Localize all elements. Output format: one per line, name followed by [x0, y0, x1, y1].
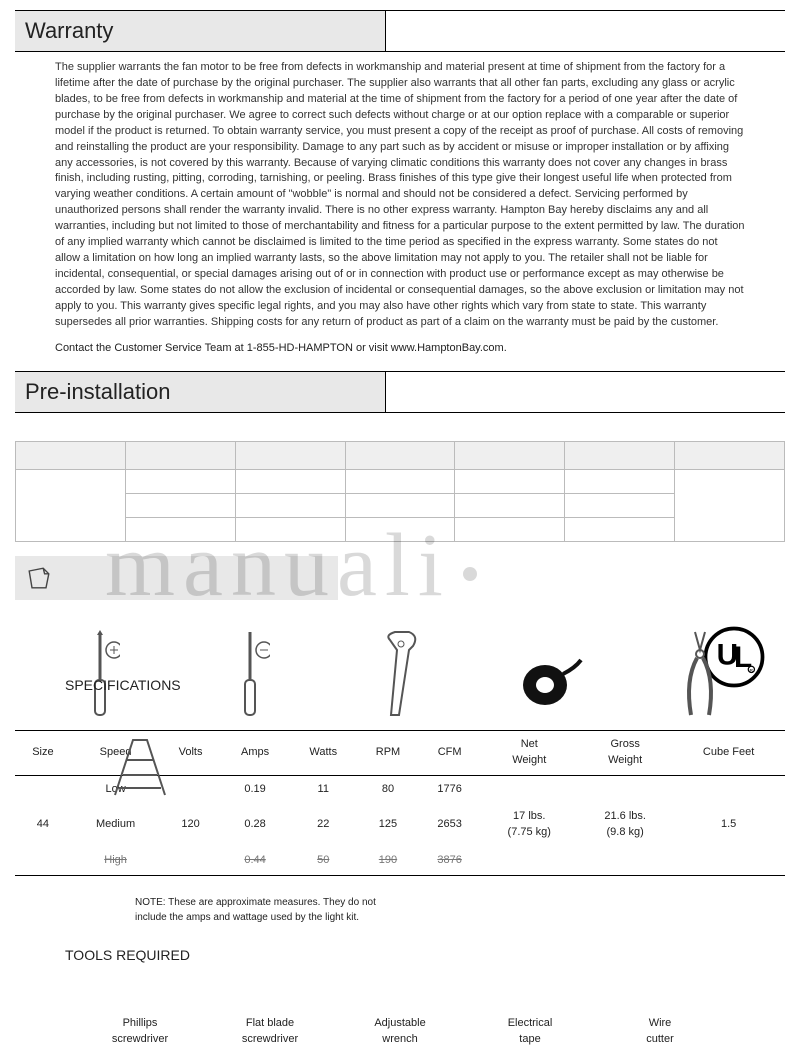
preinstall-header: Pre-installation	[15, 371, 785, 413]
spec-col: RPM	[357, 730, 419, 775]
spec-col: NetWeight	[480, 730, 578, 775]
tool-label: Adjustablewrench	[355, 1016, 445, 1048]
tool-label: Flat bladescrewdriver	[225, 1016, 315, 1048]
spec-col: GrossWeight	[578, 730, 672, 775]
pliers-icon	[660, 630, 740, 720]
warranty-header: Warranty	[15, 10, 785, 52]
spec-row: 44Medium1200.2822125265317 lbs.(7.75 kg)…	[15, 803, 785, 847]
icons-block: SPECIFICATIONS	[15, 630, 785, 720]
tool-labels-row: Phillipsscrewdriver Flat bladescrewdriver…	[75, 1016, 725, 1048]
note-box	[15, 556, 338, 600]
tool-label: Phillipsscrewdriver	[95, 1016, 185, 1048]
flatblade-screwdriver-icon	[210, 630, 290, 720]
note-text: NOTE: These are approximate measures. Th…	[135, 896, 395, 925]
contact-line: Contact the Customer Service Team at 1-8…	[55, 341, 745, 357]
wrench-icon	[360, 630, 440, 720]
spec-col: Cube Feet	[672, 730, 785, 775]
tape-icon	[510, 630, 590, 720]
spec-col: Watts	[289, 730, 357, 775]
tool-label: Wirecutter	[615, 1016, 705, 1048]
spec-col: CFM	[419, 730, 481, 775]
preinstall-body: manuali U L R	[15, 441, 785, 600]
blank-grid	[15, 441, 785, 542]
stepladder-icon	[105, 730, 175, 800]
spec-col: Amps	[221, 730, 290, 775]
spec-heading: SPECIFICATIONS	[65, 675, 181, 695]
preinstall-title: Pre-installation	[15, 372, 385, 412]
spec-col: Size	[15, 730, 71, 775]
spec-row: High0.44501903876	[15, 847, 785, 875]
warranty-title: Warranty	[15, 11, 385, 51]
tool-label: Electricaltape	[485, 1016, 575, 1048]
note-icon	[25, 564, 53, 592]
warranty-body: The supplier warrants the fan motor to b…	[55, 60, 745, 331]
tools-heading: TOOLS REQUIRED	[65, 945, 785, 965]
